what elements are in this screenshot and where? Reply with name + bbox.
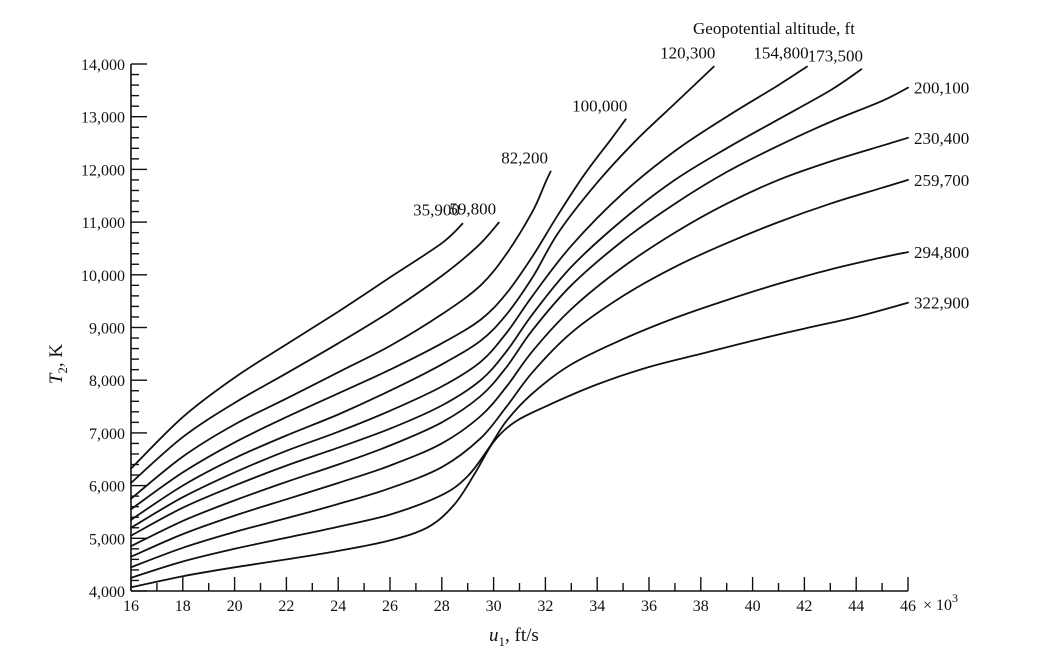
y-tick-label: 13,000 (81, 110, 125, 127)
x-multiplier-text: × 10 (923, 597, 952, 614)
x-tick-label: 36 (641, 598, 657, 615)
series-line (130, 118, 627, 511)
series-label: 82,200 (501, 149, 548, 168)
y-tick-label: 11,000 (82, 215, 125, 232)
series-label: 259,700 (914, 171, 969, 190)
y-axis-title-sub: 2 (55, 367, 70, 374)
series-label: 230,400 (914, 129, 969, 148)
series-label: 173,500 (808, 46, 863, 65)
x-axis-title-tail: , ft/s (505, 625, 539, 646)
x-tick-label: 26 (382, 598, 398, 615)
y-tick-label: 10,000 (81, 268, 125, 285)
x-tick-label: 18 (175, 598, 191, 615)
x-tick-label: 16 (123, 598, 139, 615)
y-axis-title-tail: , K (46, 344, 67, 368)
series-line (130, 65, 808, 529)
y-axis-title: T2, K (46, 344, 70, 385)
y-tick-label: 9,000 (89, 321, 125, 338)
series-line (130, 301, 909, 589)
y-tick-label: 8,000 (89, 373, 125, 390)
series-line (130, 170, 552, 500)
series-line (130, 222, 464, 470)
series-line (130, 251, 909, 579)
x-tick-label: 24 (330, 598, 346, 615)
series-line (130, 68, 863, 537)
x-tick-label: 46 (900, 598, 916, 615)
x-axis-title-sub: 1 (499, 634, 506, 649)
x-tick-label: 32 (537, 598, 553, 615)
series-label: 35,900 (413, 201, 460, 220)
x-multiplier-exp: 3 (952, 591, 958, 605)
series-label: 59,800 (449, 200, 496, 219)
y-tick-label: 7,000 (89, 426, 125, 443)
x-ticks: 16 18 20 22 24 26 28 30 32 34 36 38 40 42 44 46 (123, 577, 916, 615)
curves (130, 65, 909, 589)
legend-title: Geopotential altitude, ft (693, 19, 855, 38)
x-tick-label: 44 (848, 598, 864, 615)
y-tick-label: 12,000 (81, 162, 125, 179)
series-label: 100,000 (572, 96, 627, 115)
series-line (130, 221, 500, 484)
x-tick-label: 28 (434, 598, 450, 615)
series-line (130, 86, 909, 548)
series-label: 120,300 (660, 44, 715, 63)
y-tick-label: 6,000 (89, 479, 125, 496)
series-label: 154,800 (753, 44, 808, 63)
x-tick-label: 40 (745, 598, 761, 615)
y-tick-label: 14,000 (81, 57, 125, 74)
y-ticks: 4,000 5,000 6,000 7,000 8,000 9,000 10,000 11,0… (81, 57, 147, 601)
series-line (130, 179, 909, 569)
series-line (130, 136, 909, 558)
x-tick-label: 42 (796, 598, 812, 615)
x-tick-label: 22 (278, 598, 294, 615)
y-tick-label: 4,000 (89, 584, 125, 601)
x-tick-label: 38 (693, 598, 709, 615)
x-axis-title-main: u (489, 625, 499, 646)
series-label: 294,800 (914, 243, 969, 262)
x-tick-label: 34 (589, 598, 605, 615)
series-line (130, 65, 715, 521)
x-multiplier: × 103 (923, 591, 958, 614)
y-tick-label: 5,000 (89, 531, 125, 548)
x-tick-label: 30 (486, 598, 502, 615)
series-label: 200,100 (914, 79, 969, 98)
y-axis-title-main: T (46, 372, 67, 384)
series-label: 322,900 (914, 294, 969, 313)
x-axis-title: u1, ft/s (489, 625, 539, 649)
x-tick-label: 20 (227, 598, 243, 615)
